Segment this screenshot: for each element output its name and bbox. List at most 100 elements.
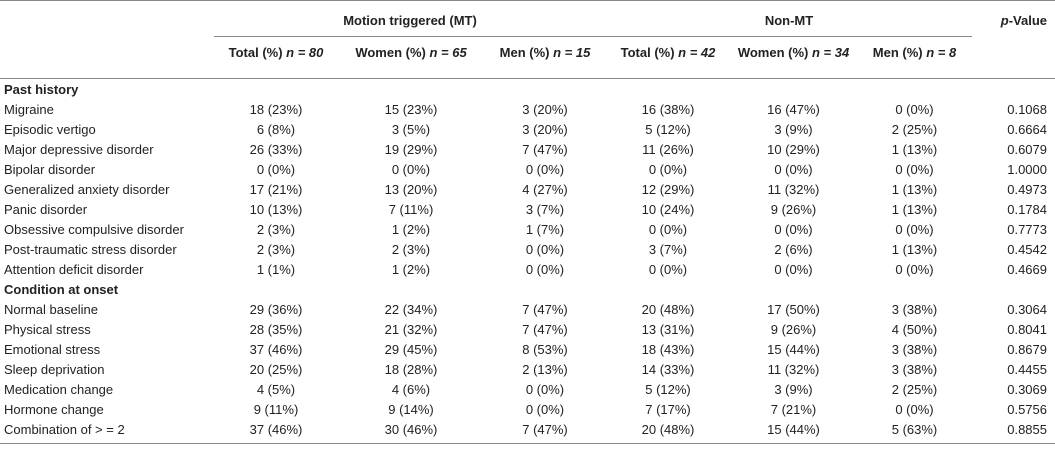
table-cell: 9 (14%) [388, 401, 434, 417]
row-label: Major depressive disorder [4, 141, 154, 157]
table-cell: 2 (3%) [256, 241, 296, 257]
pvalue-cell: 0.4669 [1007, 261, 1047, 277]
table-cell: 17 (21%) [249, 181, 303, 197]
table-cell: 3 (38%) [891, 341, 938, 357]
table-cell: 2 (25%) [891, 121, 938, 137]
table-row: Panic disorder 10 (13%) 7 (11%) 3 (7%) 10 (2… [0, 199, 1055, 219]
table-cell: 1 (13%) [891, 201, 938, 217]
table-row: Generalized anxiety disorder 17 (21%) 13 (… [0, 179, 1055, 199]
table-cell: 22 (34%) [384, 301, 438, 317]
col-header-n: n = 8 [926, 45, 957, 60]
table-row: Episodic vertigo 6 (8%) 3 (5%) 3 (20%) 5 (12… [0, 119, 1055, 139]
col-header-mt-women: Women (%) n = 65 [338, 36, 484, 68]
col-header-label: Total (%) [228, 45, 287, 60]
table-cell: 2 (3%) [391, 241, 431, 257]
table-cell: 0 (0%) [525, 261, 565, 277]
table-cell: 1 (13%) [891, 141, 938, 157]
table-cell: 3 (38%) [891, 361, 938, 377]
table-cell: 3 (20%) [522, 101, 568, 117]
col-header-label: Total (%) [620, 45, 679, 60]
row-label: Generalized anxiety disorder [4, 181, 170, 197]
pvalue-cell: 0.6664 [1007, 121, 1047, 137]
table-cell: 18 (23%) [249, 101, 303, 117]
table-cell: 7 (47%) [522, 301, 568, 317]
table-cell: 7 (17%) [645, 401, 691, 417]
table-cell: 1 (7%) [525, 221, 565, 237]
table-cell: 3 (7%) [525, 201, 565, 217]
table-cell: 9 (26%) [770, 201, 817, 217]
pvalue-cell: 0.8679 [1007, 341, 1047, 357]
table-cell: 4 (6%) [391, 381, 431, 397]
col-header-mt-men: Men (%) n = 15 [484, 36, 606, 68]
table-row: Obsessive compulsive disorder 2 (3%) 1 (2%… [0, 219, 1055, 239]
group-header-nonmt: Non-MT [764, 12, 814, 28]
table-cell: 20 (48%) [641, 421, 695, 437]
table-cell: 2 (6%) [774, 241, 813, 257]
table-row: Migraine 18 (23%) 15 (23%) 3 (20%) 16 (38%) 1… [0, 99, 1055, 119]
table-cell: 3 (7%) [648, 241, 688, 257]
empty-corner [0, 4, 214, 37]
col-header-mt-total: Total (%) n = 80 [214, 36, 338, 68]
pvalue-cell: 0.4455 [1007, 361, 1047, 377]
row-label: Combination of > = 2 [4, 421, 125, 437]
pvalue-header-suffix: -Value [1008, 12, 1047, 28]
table-cell: 10 (29%) [767, 141, 820, 157]
table-cell: 1 (2%) [391, 221, 431, 237]
table-cell: 3 (5%) [391, 121, 431, 137]
table-cell: 8 (53%) [522, 341, 568, 357]
table-cell: 20 (25%) [249, 361, 303, 377]
table-cell: 0 (0%) [895, 101, 934, 117]
table-row: Post-traumatic stress disorder 2 (3%) 2 (3… [0, 239, 1055, 259]
table-cell: 2 (25%) [891, 381, 938, 397]
table-cell: 0 (0%) [391, 161, 431, 177]
table-cell: 0 (0%) [895, 401, 934, 417]
table-cell: 3 (38%) [891, 301, 938, 317]
section-header-row: Past history [0, 79, 1055, 100]
bottom-rule [0, 439, 1055, 444]
table-cell: 0 (0%) [774, 261, 813, 277]
pvalue-cell: 0.1068 [1007, 101, 1047, 117]
col-header-nm-men: Men (%) n = 8 [857, 36, 972, 68]
row-label: Panic disorder [4, 201, 88, 217]
table-cell: 5 (12%) [645, 121, 691, 137]
table-cell: 15 (44%) [767, 421, 820, 437]
table-cell: 3 (9%) [774, 381, 813, 397]
pvalue-cell: 0.8041 [1007, 321, 1047, 337]
pvalue-cell: 0.3064 [1007, 301, 1047, 317]
table-cell: 11 (32%) [767, 181, 820, 197]
table-cell: 29 (36%) [249, 301, 303, 317]
row-label: Emotional stress [4, 341, 101, 357]
table-cell: 0 (0%) [895, 261, 934, 277]
table-cell: 21 (32%) [384, 321, 438, 337]
table-cell: 0 (0%) [525, 381, 565, 397]
table-cell: 28 (35%) [249, 321, 303, 337]
table-cell: 9 (11%) [253, 401, 299, 417]
table-cell: 7 (11%) [388, 201, 434, 217]
col-header-label: Men (%) [872, 45, 927, 60]
section-title: Past history [4, 81, 79, 97]
table-row: Sleep deprivation 20 (25%) 18 (28%) 2 (13%)… [0, 359, 1055, 379]
col-header-label: Women (%) [737, 45, 812, 60]
table-cell: 0 (0%) [256, 161, 296, 177]
row-label: Bipolar disorder [4, 161, 96, 177]
section-header-row: Condition at onset [0, 279, 1055, 299]
section-title: Condition at onset [4, 281, 119, 297]
table-cell: 7 (47%) [522, 141, 568, 157]
table-cell: 0 (0%) [648, 161, 688, 177]
table-cell: 0 (0%) [774, 221, 813, 237]
table-cell: 15 (44%) [767, 341, 820, 357]
empty-subcorner [0, 37, 214, 69]
table-cell: 3 (9%) [774, 121, 813, 137]
table-header: Motion triggered (MT) Non-MT p-Value Tot… [0, 0, 1055, 79]
table-cell: 26 (33%) [249, 141, 303, 157]
col-header-label: Women (%) [355, 45, 430, 60]
col-header-nm-total: Total (%) n = 42 [606, 36, 730, 68]
table-body: Past history Migraine 18 (23%) 15 (23%) 3 (2… [0, 79, 1055, 444]
table-cell: 14 (33%) [641, 361, 695, 377]
row-label: Episodic vertigo [4, 121, 96, 137]
row-label: Normal baseline [4, 301, 98, 317]
table-cell: 4 (5%) [256, 381, 296, 397]
col-header-n: n = 80 [286, 45, 324, 60]
